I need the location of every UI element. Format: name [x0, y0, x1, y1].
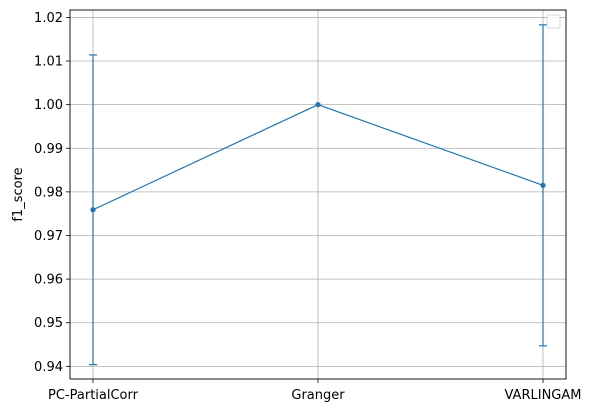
legend [546, 14, 561, 29]
y-tick-label: 1.01 [34, 55, 63, 70]
x-tick-label: PC-PartialCorr [48, 388, 139, 403]
y-tick-label: 0.97 [34, 229, 63, 244]
grid-lines [70, 10, 566, 379]
data-point [540, 182, 546, 188]
data-series [89, 24, 547, 366]
y-tick-label: 0.95 [34, 316, 63, 331]
y-tick-label: 0.98 [34, 185, 63, 200]
legend-box [546, 14, 561, 29]
y-axis-label: f1_score [11, 167, 26, 221]
y-tick-label: 0.94 [34, 360, 63, 375]
y-tick-label: 0.99 [34, 142, 63, 157]
x-tick-label: VARLINGAM [505, 388, 582, 403]
y-tick-label: 0.96 [34, 273, 63, 288]
x-tick-label: Granger [291, 388, 345, 403]
data-point [90, 207, 96, 213]
y-tick-label: 1.02 [34, 11, 63, 26]
y-tick-label: 1.00 [34, 98, 63, 113]
data-point [315, 102, 321, 108]
axes: 0.94 0.95 0.96 0.97 0.98 0.99 1.00 1.01 1.02 PC-P… [34, 11, 581, 403]
